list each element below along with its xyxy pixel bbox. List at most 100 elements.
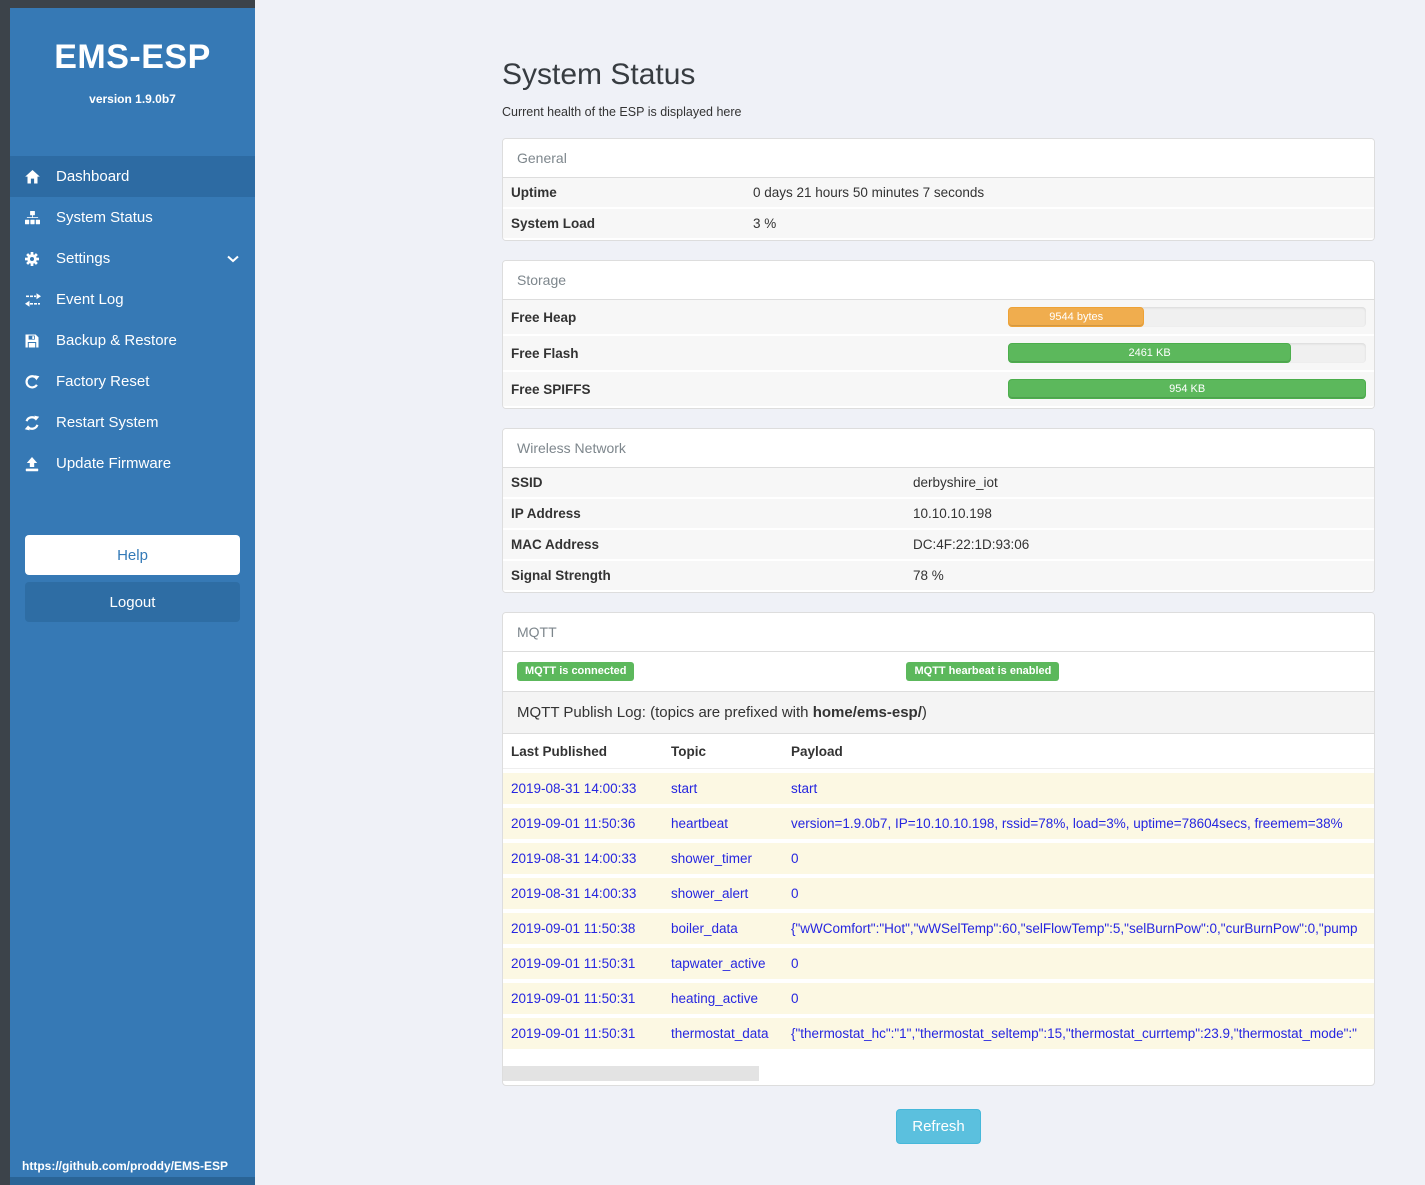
mqtt-panel-header: MQTT [503, 613, 1374, 652]
row-payload: {"wWComfort":"Hot","wWSelTemp":60,"selFl… [791, 921, 1358, 936]
table-row: Free SPIFFS 954 KB [503, 372, 1374, 408]
main-content: System Status Current health of the ESP … [255, 0, 1425, 1185]
sidebar-item-label: Dashboard [56, 168, 130, 185]
col-topic: Topic [671, 744, 706, 759]
table-row: IP Address 10.10.10.198 [503, 499, 1374, 530]
table-row: Uptime 0 days 21 hours 50 minutes 7 seco… [503, 178, 1374, 209]
system-load-label: System Load [511, 216, 596, 231]
upload-icon [24, 456, 46, 472]
refresh-button[interactable]: Refresh [896, 1109, 981, 1144]
sidebar-item-label: Update Firmware [56, 455, 172, 472]
mqtt-publish-log-title: MQTT Publish Log: (topics are prefixed w… [503, 692, 1374, 734]
sidebar: EMS-ESP version 1.9.0b7 Dashboard System [10, 0, 255, 1185]
mqtt-table-header: Last Published Topic Payload [503, 734, 1374, 769]
table-row: 2019-08-31 14:00:33 shower_timer 0 [503, 843, 1374, 874]
general-panel-header: General [503, 139, 1374, 178]
sidebar-item-restart-system[interactable]: Restart System [10, 402, 255, 443]
row-published: 2019-09-01 11:50:38 [511, 921, 636, 936]
page-title: System Status [502, 58, 696, 91]
free-flash-progress-bar: 2461 KB [1008, 343, 1291, 363]
free-heap-value: 9544 bytes [1049, 311, 1104, 323]
mqtt-table-body: 2019-08-31 14:00:33 start start 2019-09-… [503, 773, 1374, 1049]
free-flash-progress-track: 2461 KB [1008, 343, 1366, 363]
sidebar-item-update-firmware[interactable]: Update Firmware [10, 443, 255, 484]
mqtt-heartbeat-badge: MQTT hearbeat is enabled [906, 662, 1060, 681]
window-edge-top [10, 0, 255, 8]
storage-panel: Storage Free Heap 9544 bytes Free Flash … [502, 260, 1375, 409]
table-row: 2019-09-01 11:50:38 boiler_data {"wWComf… [503, 913, 1374, 944]
free-flash-value: 2461 KB [1128, 347, 1171, 359]
sidebar-item-label: Backup & Restore [56, 332, 177, 349]
signal-strength-label: Signal Strength [511, 568, 611, 583]
mqtt-panel: MQTT MQTT is connected MQTT hearbeat is … [502, 612, 1375, 1086]
home-icon [24, 169, 46, 185]
row-payload: start [791, 781, 818, 796]
sidebar-item-label: Event Log [56, 291, 124, 308]
sidebar-item-label: Restart System [56, 414, 159, 431]
row-payload: version=1.9.0b7, IP=10.10.10.198, rssid=… [791, 816, 1343, 831]
publish-log-suffix: ) [921, 704, 927, 721]
table-row: Free Heap 9544 bytes [503, 300, 1374, 336]
general-panel: General Uptime 0 days 21 hours 50 minute… [502, 138, 1375, 241]
sidebar-item-label: System Status [56, 209, 153, 226]
sidebar-item-system-status[interactable]: System Status [10, 197, 255, 238]
row-published: 2019-08-31 14:00:33 [511, 781, 637, 796]
help-button[interactable]: Help [25, 535, 240, 575]
row-topic: start [671, 781, 698, 796]
chevron-down-icon [227, 255, 239, 263]
refresh-area: Refresh [502, 1109, 1375, 1144]
content-column: General Uptime 0 days 21 hours 50 minute… [502, 138, 1375, 1144]
sidebar-item-dashboard[interactable]: Dashboard [10, 156, 255, 197]
table-row: 2019-08-31 14:00:33 shower_alert 0 [503, 878, 1374, 909]
github-link[interactable]: https://github.com/proddy/EMS-ESP [22, 1159, 228, 1173]
table-bottom-gap [503, 1053, 1374, 1066]
row-payload: 0 [791, 851, 799, 866]
window-edge [0, 0, 10, 1185]
row-payload: 0 [791, 991, 799, 1006]
row-topic: tapwater_active [671, 956, 766, 971]
row-topic: thermostat_data [671, 1026, 769, 1041]
table-row: MAC Address DC:4F:22:1D:93:06 [503, 530, 1374, 561]
storage-panel-header: Storage [503, 261, 1374, 300]
exchange-arrows-icon [24, 292, 46, 308]
ssid-value: derbyshire_iot [913, 475, 998, 490]
free-spiffs-value: 954 KB [1169, 383, 1206, 395]
rotate-right-icon [24, 374, 46, 390]
free-flash-label: Free Flash [511, 345, 579, 361]
sidebar-item-factory-reset[interactable]: Factory Reset [10, 361, 255, 402]
row-payload: {"thermostat_hc":"1","thermostat_seltemp… [791, 1026, 1357, 1041]
wireless-panel: Wireless Network SSID derbyshire_iot IP … [502, 428, 1375, 593]
row-published: 2019-09-01 11:50:31 [511, 956, 636, 971]
ip-address-label: IP Address [511, 506, 581, 521]
mac-address-label: MAC Address [511, 537, 600, 552]
uptime-label: Uptime [511, 185, 557, 200]
row-published: 2019-08-31 14:00:33 [511, 851, 637, 866]
row-topic: heating_active [671, 991, 759, 1006]
sidebar-item-event-log[interactable]: Event Log [10, 279, 255, 320]
sidebar-item-backup-restore[interactable]: Backup & Restore [10, 320, 255, 361]
row-payload: 0 [791, 886, 799, 901]
table-row: Free Flash 2461 KB [503, 336, 1374, 372]
col-payload: Payload [791, 744, 843, 759]
sidebar-item-settings[interactable]: Settings [10, 238, 255, 279]
row-topic: boiler_data [671, 921, 738, 936]
table-row: Signal Strength 78 % [503, 561, 1374, 592]
app-version: version 1.9.0b7 [89, 92, 176, 106]
free-spiffs-progress-track: 954 KB [1008, 379, 1366, 399]
wireless-panel-header: Wireless Network [503, 429, 1374, 468]
free-heap-progress-track: 9544 bytes [1008, 307, 1366, 327]
logout-button[interactable]: Logout [25, 582, 240, 622]
row-published: 2019-09-01 11:50:31 [511, 1026, 636, 1041]
horizontal-scrollbar[interactable] [503, 1066, 759, 1081]
publish-log-topic-prefix: home/ems-esp/ [812, 704, 922, 721]
row-topic: heartbeat [671, 816, 729, 831]
gear-icon [24, 251, 46, 267]
row-payload: 0 [791, 956, 799, 971]
app-title: EMS-ESP [54, 38, 211, 76]
mac-address-value: DC:4F:22:1D:93:06 [913, 537, 1030, 552]
row-topic: shower_timer [671, 851, 753, 866]
sidebar-nav: Dashboard System Status [10, 156, 255, 484]
uptime-value: 0 days 21 hours 50 minutes 7 seconds [753, 185, 985, 200]
table-row: 2019-09-01 11:50:31 thermostat_data {"th… [503, 1018, 1374, 1049]
row-published: 2019-09-01 11:50:31 [511, 991, 636, 1006]
